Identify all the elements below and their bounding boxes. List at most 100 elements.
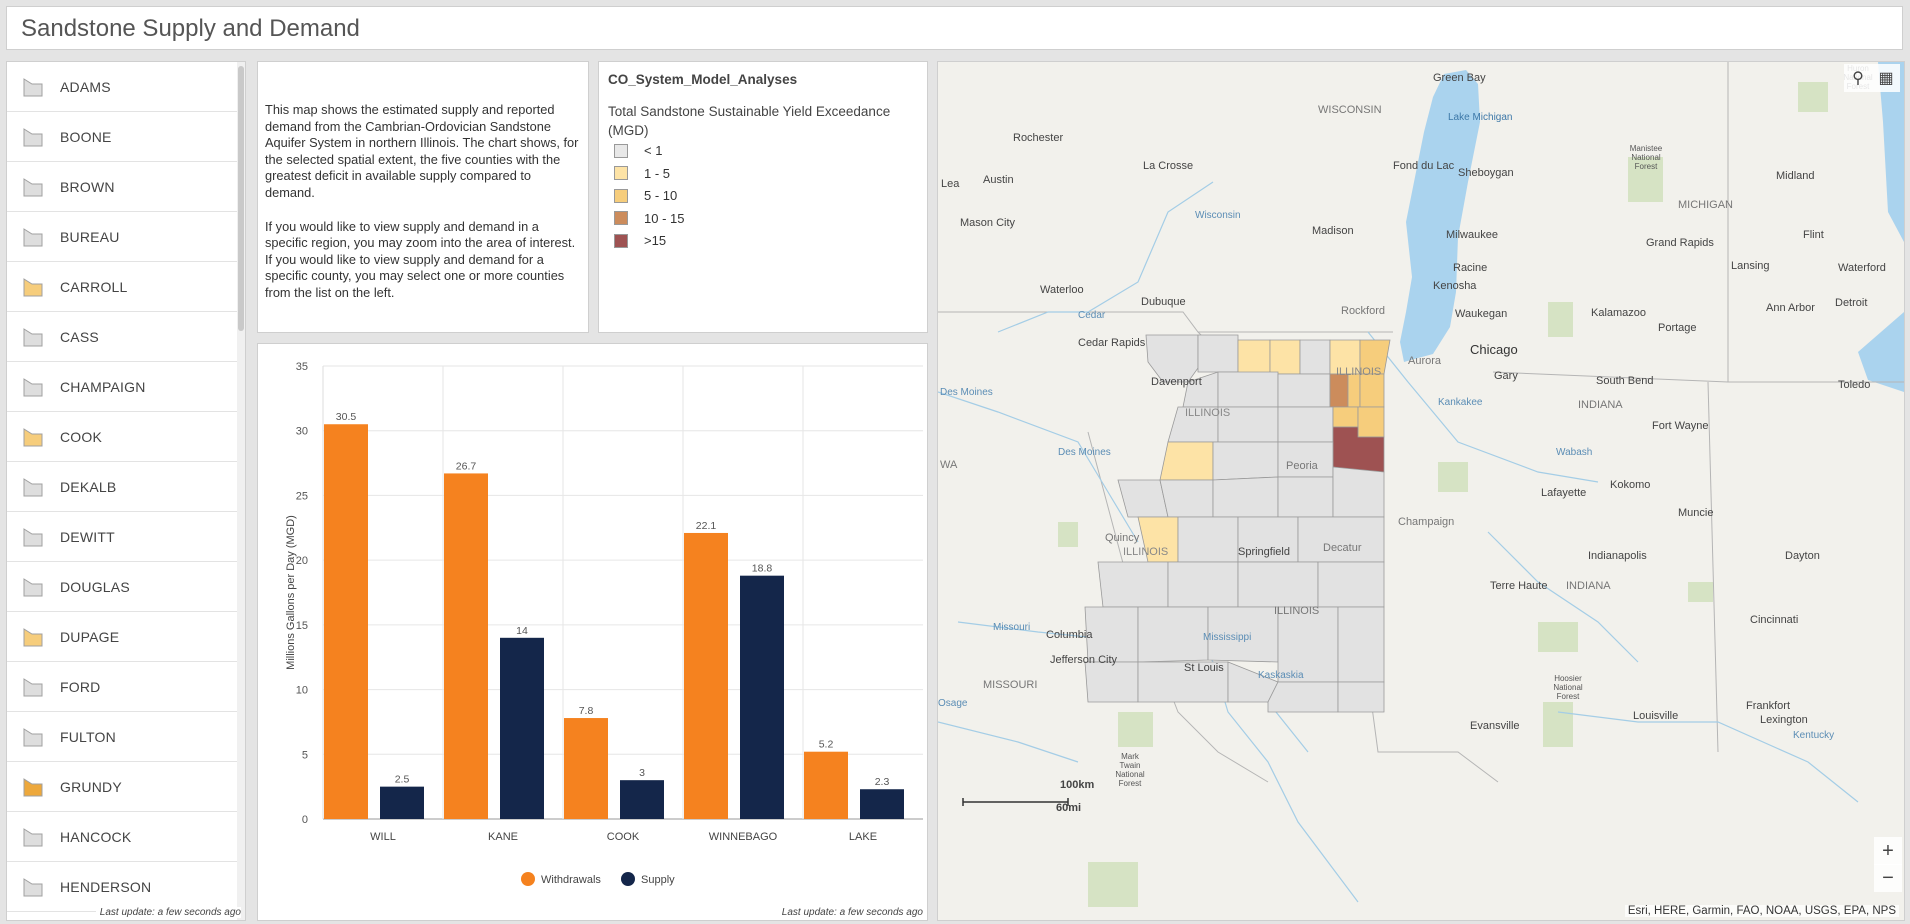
county-name: GRUNDY <box>60 778 122 795</box>
county-name: DEKALB <box>60 478 117 495</box>
county-item[interactable]: HENDERSON <box>7 862 237 912</box>
county-polygon[interactable] <box>1299 339 1331 375</box>
map-label-aurora: Aurora <box>1408 355 1442 367</box>
map-label-indiana1: INDIANA <box>1578 399 1623 411</box>
county-polygon[interactable] <box>1137 606 1209 663</box>
map-label-ann-arbor: Ann Arbor <box>1766 302 1815 314</box>
county-item[interactable]: DOUGLAS <box>7 562 237 612</box>
county-polygon[interactable] <box>1337 606 1385 683</box>
list-scrollbar[interactable] <box>237 62 245 920</box>
county-list[interactable]: ADAMS BOONE BROWN BUREAU CARROLL CASS CHAMPAIG… <box>6 61 246 921</box>
county-name: COOK <box>60 428 103 445</box>
legend-swatch <box>614 233 628 248</box>
county-name: DUPAGE <box>60 628 120 645</box>
map-label-austin: Austin <box>983 174 1014 186</box>
county-polygon[interactable] <box>1177 516 1239 563</box>
map-label-lafayette: Lafayette <box>1541 487 1587 499</box>
county-item[interactable]: BOONE <box>7 112 237 162</box>
county-item[interactable]: FORD <box>7 662 237 712</box>
county-polygons[interactable] <box>1084 334 1391 713</box>
map-qr-button[interactable]: ▦ <box>1872 64 1900 92</box>
county-polygon[interactable] <box>1332 406 1359 428</box>
county-polygon[interactable] <box>1347 373 1361 408</box>
chart-legend-label: Supply <box>641 874 675 886</box>
county-swatch-icon <box>23 877 43 896</box>
county-item[interactable]: ADAMS <box>7 62 237 112</box>
bar-supply <box>740 575 784 819</box>
county-polygon[interactable] <box>1277 406 1334 443</box>
county-polygon[interactable] <box>1269 339 1301 375</box>
page-title: Sandstone Supply and Demand <box>21 15 360 42</box>
county-polygon[interactable] <box>1212 476 1279 518</box>
map-label-quincy: Quincy <box>1105 532 1140 544</box>
county-polygon[interactable] <box>1359 373 1385 408</box>
county-polygon[interactable] <box>1277 373 1331 408</box>
county-item[interactable]: BUREAU <box>7 212 237 262</box>
county-swatch-icon <box>23 127 43 146</box>
county-name: DOUGLAS <box>60 578 130 595</box>
county-polygon[interactable] <box>1217 371 1279 408</box>
county-item[interactable]: FULTON <box>7 712 237 762</box>
county-item[interactable]: DEWITT <box>7 512 237 562</box>
map-attribution: Esri, HERE, Garmin, FAO, NOAA, USGS, EPA… <box>1624 905 1899 917</box>
county-item[interactable]: GRUNDY <box>7 762 237 812</box>
map-label-mason-city: Mason City <box>960 217 1016 229</box>
county-item[interactable]: COOK <box>7 412 237 462</box>
county-polygon[interactable] <box>1277 476 1334 518</box>
county-polygon[interactable] <box>1197 334 1239 373</box>
county-polygon[interactable] <box>1212 441 1279 481</box>
county-item[interactable]: CHAMPAIGN <box>7 362 237 412</box>
county-name: ADAMS <box>60 78 111 95</box>
county-polygon[interactable] <box>1097 561 1169 608</box>
county-polygon[interactable] <box>1237 561 1319 608</box>
county-polygon[interactable] <box>1159 479 1214 518</box>
list-scrollbar-thumb[interactable] <box>238 66 244 331</box>
zoom-in-button[interactable]: + <box>1874 837 1902 865</box>
county-polygon[interactable] <box>1329 373 1349 408</box>
legend-swatch <box>614 188 628 203</box>
county-polygon[interactable] <box>1337 681 1385 713</box>
map-label-detroit: Detroit <box>1835 297 1868 309</box>
map-label-frankfort: Frankfort <box>1746 700 1791 712</box>
zoom-out-button[interactable]: − <box>1874 864 1902 892</box>
county-name: FORD <box>60 678 101 695</box>
county-item[interactable]: DEKALB <box>7 462 237 512</box>
map-label-green-bay: Green Bay <box>1433 72 1486 84</box>
county-polygon[interactable] <box>1237 339 1271 375</box>
county-polygon[interactable] <box>1332 466 1385 518</box>
county-polygon[interactable] <box>1357 406 1385 438</box>
county-name: HANCOCK <box>60 828 132 845</box>
map-search-button[interactable]: ⚲ <box>1844 64 1872 92</box>
county-polygon[interactable] <box>1267 681 1339 713</box>
county-name: DEWITT <box>60 528 115 545</box>
county-item[interactable]: HANCOCK <box>7 812 237 862</box>
x-tick-label: COOK <box>607 831 640 843</box>
map-label-kaskaskia: Kaskaskia <box>1258 670 1304 681</box>
bar-supply <box>500 637 544 819</box>
county-swatch-icon <box>23 327 43 346</box>
county-swatch-icon <box>23 777 43 796</box>
county-polygon[interactable] <box>1167 561 1239 608</box>
county-polygon[interactable] <box>1159 441 1214 481</box>
county-polygon[interactable] <box>1317 561 1385 608</box>
county-polygon[interactable] <box>1227 661 1279 703</box>
county-polygon[interactable] <box>1117 479 1169 518</box>
map-panel[interactable]: Green BayHuron National ForestLake Michi… <box>937 61 1905 921</box>
map-label-portage: Portage <box>1658 322 1697 334</box>
bar-withdrawals <box>324 424 368 819</box>
county-name: CHAMPAIGN <box>60 378 146 395</box>
county-polygon[interactable] <box>1297 516 1385 563</box>
county-item[interactable]: DUPAGE <box>7 612 237 662</box>
county-item[interactable]: CARROLL <box>7 262 237 312</box>
map-label-fond-du-lac: Fond du Lac <box>1393 160 1455 172</box>
county-polygon[interactable] <box>1145 334 1199 383</box>
map-canvas[interactable] <box>938 62 1904 920</box>
county-item[interactable]: BROWN <box>7 162 237 212</box>
legend-item: < 1 <box>614 143 662 158</box>
county-item[interactable]: CASS <box>7 312 237 362</box>
map-label-jefferson-city: Jefferson City <box>1050 654 1118 666</box>
map-label-sheboygan: Sheboygan <box>1458 167 1514 179</box>
map-label-louisville: Louisville <box>1633 710 1679 722</box>
county-polygon[interactable] <box>1084 661 1139 703</box>
legend-label: 1 - 5 <box>644 165 671 181</box>
